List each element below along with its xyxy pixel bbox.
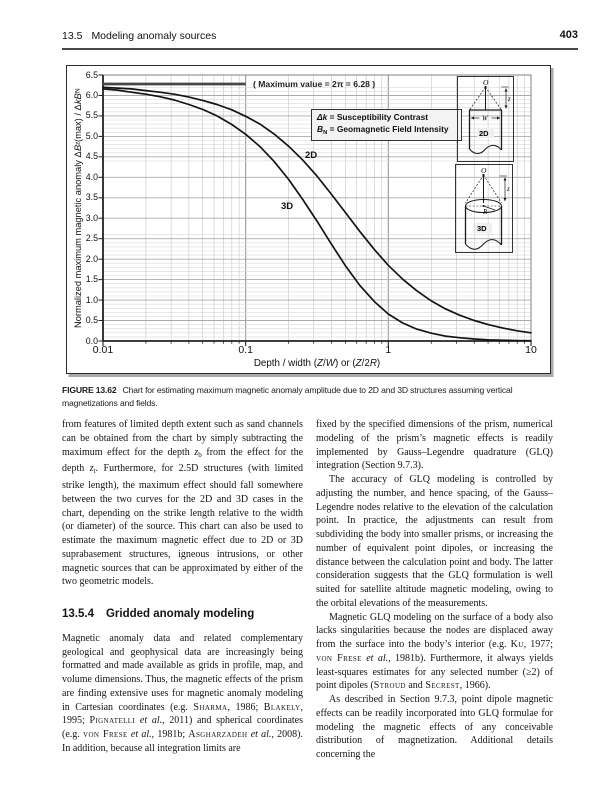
plot-area: ( Maximum value = 2π = 6.28 ) Δk = Susce…	[98, 74, 532, 346]
header-rule	[62, 48, 578, 50]
inset-2d-drawing: O z W 2D	[468, 78, 511, 154]
paragraph: fixed by the specified dimensions of the…	[316, 419, 553, 472]
y-tick-label: 4.0	[85, 171, 98, 182]
running-head: 13.5 Modeling anomaly sources 403	[62, 29, 578, 46]
section-heading: 13.5.4 Gridded anomaly modeling	[62, 608, 303, 622]
inset-2d-prism: O z W 2D	[457, 76, 514, 162]
legend-line-2: BN = Geomagnetic Field Intensity	[317, 123, 449, 136]
maximum-value-annotation: ( Maximum value = 2π = 6.28 )	[253, 78, 376, 89]
x-tick-label: 0.1	[238, 344, 253, 356]
figure-caption: FIGURE 13.62 Chart for estimating maximum…	[62, 384, 554, 409]
section-title: Modeling anomaly sources	[91, 30, 217, 42]
depth-label: z	[507, 96, 511, 103]
y-tick-label: 3.0	[85, 212, 98, 223]
right-column: fixed by the specified dimensions of the…	[316, 418, 553, 762]
page-number: 403	[559, 29, 578, 41]
curve-label-2d: 2D	[305, 150, 318, 161]
paragraph: Magnetic GLQ modeling on the surface of …	[316, 611, 554, 692]
y-tick-label: 3.5	[85, 192, 98, 203]
curve-3D	[102, 88, 532, 342]
paragraph: Magnetic anomaly data and related comple…	[62, 632, 304, 754]
section-heading-title: Gridded anomaly modeling	[105, 608, 255, 620]
radius-label: R	[482, 209, 488, 216]
inset-name-2d: 2D	[479, 129, 489, 138]
y-tick-label: 5.5	[85, 110, 98, 121]
inset-name-3d: 3D	[477, 224, 487, 233]
curve-label-3d: 3D	[281, 201, 294, 212]
y-tick-label: 2.5	[85, 233, 98, 244]
y-tick-label: 0.5	[85, 315, 98, 326]
y-tick-label: 1.0	[85, 294, 98, 305]
legend-line-1: Δk = Susceptibility Contrast	[317, 112, 429, 122]
origin-label: O	[483, 78, 489, 87]
y-tick-label: 6.0	[85, 89, 98, 100]
figure-caption-label: FIGURE 13.62	[62, 385, 117, 395]
x-axis-title: Depth / width (Z/W) or (Z/2R)	[253, 358, 381, 369]
figure-caption-text: Chart for estimating maximum magnetic an…	[62, 385, 513, 408]
paragraph: The accuracy of GLQ modeling is controll…	[316, 474, 553, 609]
chart-legend: Δk = Susceptibility Contrast BN = Geomag…	[311, 109, 462, 141]
x-tick-label: 1	[385, 344, 392, 356]
paragraph: from features of limited depth extent su…	[62, 419, 304, 588]
x-tick-label: 0.01	[92, 344, 114, 356]
y-tick-label: 5.0	[85, 130, 98, 141]
body-columns: from features of limited depth extent su…	[62, 418, 553, 762]
section-number: 13.5	[62, 30, 83, 42]
section-heading-number: 13.5.4	[62, 608, 94, 620]
width-label: W	[482, 116, 489, 123]
inset-3d-drawing: O z R	[464, 166, 510, 250]
inset-3d-cylinder: O z R	[455, 164, 513, 253]
x-tick-label: 10	[525, 344, 537, 356]
y-tick-label: 4.5	[85, 151, 98, 162]
origin-label: O	[481, 166, 487, 175]
curve-2D	[102, 86, 532, 334]
y-tick-label: 6.5	[85, 69, 98, 80]
y-tick-label: 2.0	[85, 253, 98, 264]
y-tick-label: 1.5	[85, 274, 98, 285]
left-column: from features of limited depth extent su…	[62, 418, 303, 762]
depth-label: z	[506, 186, 510, 193]
y-tick-label: 0.0	[85, 335, 98, 346]
paragraph: As described in Section 9.7.3, point dip…	[316, 694, 553, 760]
